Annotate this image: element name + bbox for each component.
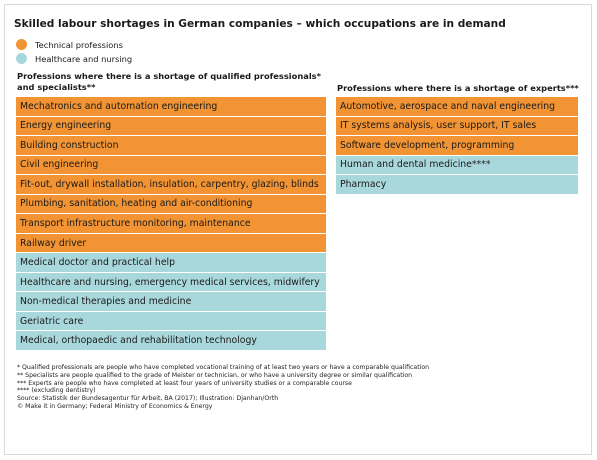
profession-row-technical: Software development, programming [336,136,578,155]
legend-dot-health [16,53,27,64]
profession-row-technical: Plumbing, sanitation, heating and air-co… [16,194,326,214]
profession-row-health: Healthcare and nursing, emergency medica… [16,272,326,292]
footnote-line: **** (excluding dentistry) [17,387,96,395]
profession-row-technical: Automotive, aerospace and naval engineer… [336,97,578,116]
legend-item-health: Healthcare and nursing [16,53,132,64]
profession-row-technical: Railway driver [16,233,326,253]
profession-row-health: Medical doctor and practical help [16,253,326,272]
left-heading-line1: Professions where there is a shortage of… [17,71,321,81]
profession-label: Geriatric care [20,315,84,327]
footnote-line: ** Specialists are people qualified to t… [17,371,413,379]
profession-label: Energy engineering [20,120,112,132]
profession-label: Software development, programming [340,139,515,151]
legend-label-technical: Technical professions [35,39,123,50]
profession-label: Railway driver [20,237,87,249]
profession-row-technical: Building construction [16,136,326,155]
footnotes: * Qualified professionals are people who… [17,364,429,411]
profession-label: Non-medical therapies and medicine [20,296,192,308]
profession-row-technical: Civil engineering [16,155,326,175]
profession-label: Medical doctor and practical help [20,257,176,269]
left-column-heading: Professions where there is a shortage of… [17,71,321,92]
legend-dot-technical [16,39,27,50]
profession-label: Healthcare and nursing, emergency medica… [20,276,320,288]
profession-label: Mechatronics and automation engineering [20,100,218,112]
profession-row-health: Geriatric care [16,311,326,331]
left-profession-list: Mechatronics and automation engineering E… [16,97,326,351]
profession-label: Fit-out, drywall installation, insulatio… [20,178,319,190]
footnote-line: © Make it in Germany; Federal Ministry o… [17,402,213,410]
profession-row-technical: Fit-out, drywall installation, insulatio… [16,175,326,194]
profession-row-technical: IT systems analysis, user support, IT sa… [336,116,578,136]
figure-frame [4,4,592,455]
profession-label: Human and dental medicine**** [340,159,491,171]
profession-label: Transport infrastructure monitoring, mai… [20,217,251,229]
footnote-line: * Qualified professionals are people who… [17,364,430,371]
profession-label: Building construction [20,139,119,151]
profession-label: Pharmacy [340,178,387,190]
profession-label: Automotive, aerospace and naval engineer… [340,100,556,112]
profession-label: Medical, orthopaedic and rehabilitation … [20,335,257,347]
left-heading-line2: and specialists** [17,81,96,92]
profession-row-health: Human and dental medicine**** [336,155,578,175]
footnote-line: Source: Statistik der Bundesagentur für … [17,395,279,403]
right-profession-list: Automotive, aerospace and naval engineer… [336,97,578,195]
profession-label: IT systems analysis, user support, IT sa… [340,120,537,132]
profession-row-health: Medical, orthopaedic and rehabilitation … [16,331,326,350]
profession-row-technical: Energy engineering [16,116,326,136]
legend-label-health: Healthcare and nursing [35,53,133,64]
profession-row-health: Pharmacy [336,175,578,194]
footnote-line: *** Experts are people who have complete… [17,379,352,387]
profession-row-technical: Mechatronics and automation engineering [16,97,326,116]
figure-title: Skilled labour shortages in German compa… [14,18,506,30]
profession-label: Civil engineering [20,159,99,171]
profession-row-health: Non-medical therapies and medicine [16,292,326,311]
profession-row-technical: Transport infrastructure monitoring, mai… [16,214,326,233]
legend-item-technical: Technical professions [16,39,123,50]
profession-label: Plumbing, sanitation, heating and air-co… [20,198,253,210]
right-column-heading: Professions where there is a shortage of… [337,83,579,93]
